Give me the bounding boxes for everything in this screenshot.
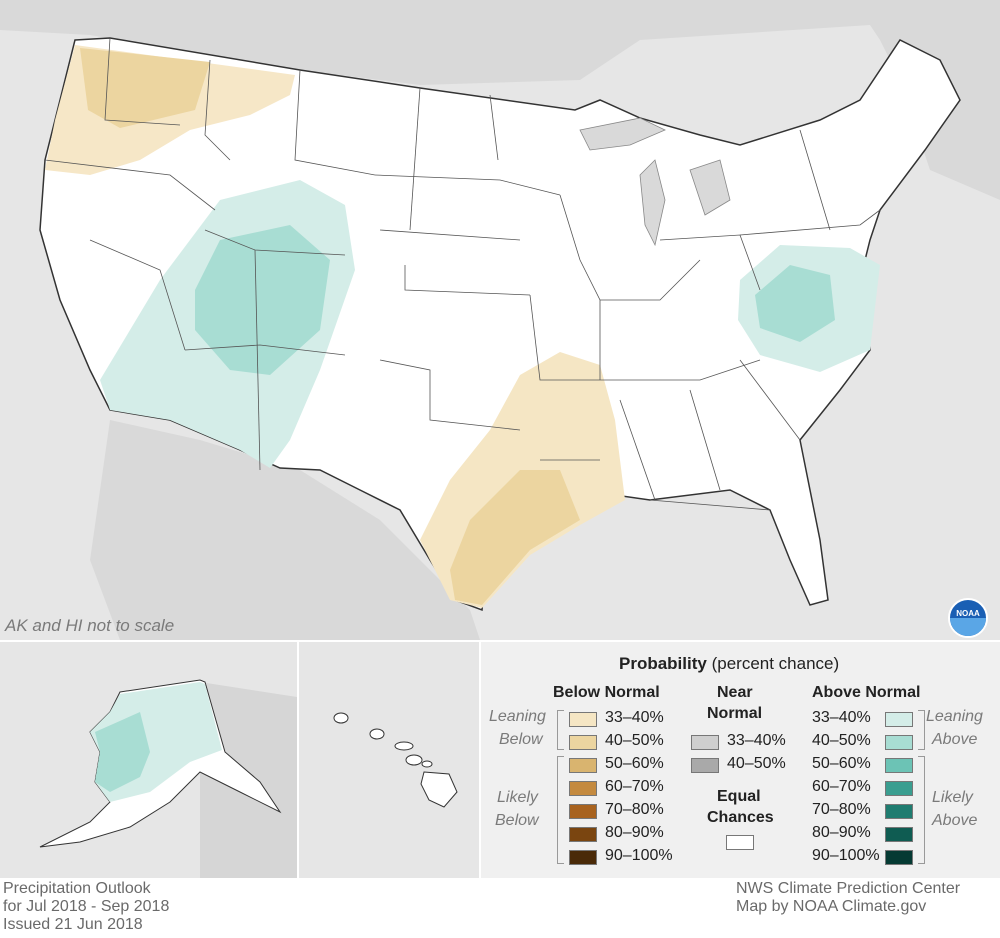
near-normal-label: 33–40% [727, 732, 786, 749]
hawaii-islands [333, 712, 458, 808]
hawaii-map-graphic [333, 712, 458, 808]
above-normal-label: 60–70% [812, 778, 871, 795]
bracket-leaning-below [557, 710, 564, 750]
near-normal-swatch [691, 758, 719, 773]
below-normal-swatch [569, 827, 597, 842]
us-outline [39, 37, 961, 612]
state-lines [44, 37, 881, 511]
equal-chances-swatch [726, 835, 754, 850]
leaning-below-label-1: Leaning [489, 708, 546, 725]
footer-period: for Jul 2018 - Sep 2018 [3, 898, 170, 915]
above-normal-swatch [885, 850, 913, 865]
bracket-likely-below [557, 756, 564, 864]
below-normal-label: 40–50% [605, 732, 664, 749]
footer-credit-1: NWS Climate Prediction Center [736, 880, 961, 897]
above-40-southwest [195, 225, 330, 375]
above-normal-swatch [885, 781, 913, 796]
above-normal-label: 50–60% [812, 755, 871, 772]
above-normal-label: 33–40% [812, 709, 871, 726]
below-normal-swatch [569, 758, 597, 773]
noaa-logo-text: NOAA [956, 609, 980, 618]
footer-credit-2: Map by NOAA Climate.gov [736, 898, 927, 915]
likely-below-label-2: Below [495, 812, 539, 829]
canada-land [0, 0, 1000, 200]
near-normal-header-2: Normal [707, 705, 763, 722]
lake-superior [579, 117, 666, 151]
below-normal-label: 33–40% [605, 709, 664, 726]
below-normal-label: 80–90% [605, 824, 664, 841]
above-normal-label: 90–100% [812, 847, 880, 864]
above-normal-label: 80–90% [812, 824, 871, 841]
bracket-likely-above [918, 756, 925, 864]
above-normal-swatch [885, 804, 913, 819]
below-normal-swatch [569, 781, 597, 796]
below-40-northwest [80, 48, 210, 128]
above-normal-swatch [885, 758, 913, 773]
lake-michigan [639, 159, 666, 247]
above-normal-label: 70–80% [812, 801, 871, 818]
below-normal-header: Below Normal [553, 684, 660, 701]
footer-issued: Issued 21 Jun 2018 [3, 916, 143, 933]
mexico-land [90, 420, 480, 640]
leaning-below-label-2: Below [499, 731, 543, 748]
noaa-logo: NOAA [948, 598, 988, 638]
conus-map-graphic [0, 0, 1000, 640]
above-normal-swatch [885, 827, 913, 842]
below-normal-swatch [569, 735, 597, 750]
equal-chances-label-1: Equal [717, 788, 761, 805]
below-normal-label: 90–100% [605, 847, 673, 864]
hawaii-inset [299, 642, 479, 878]
likely-above-label-2: Above [932, 812, 978, 829]
below-40-texas [450, 470, 580, 605]
leaning-above-label-2: Above [932, 731, 978, 748]
alaska-map-graphic [39, 679, 297, 878]
footer-left: Precipitation Outlook for Jul 2018 - Sep… [3, 880, 169, 934]
scale-note: AK and HI not to scale [5, 616, 175, 635]
below-normal-label: 50–60% [605, 755, 664, 772]
conus-map: AK and HI not to scale NOAA [0, 0, 1000, 640]
footer-title: Precipitation Outlook [3, 880, 151, 897]
below-normal-swatch [569, 804, 597, 819]
above-normal-swatch [885, 735, 913, 750]
bracket-leaning-above [918, 710, 925, 750]
alaska-inset [0, 642, 297, 878]
above-40-midatlantic [755, 265, 835, 342]
legend: Probability (percent chance) Below Norma… [481, 642, 1000, 878]
above-normal-label: 40–50% [812, 732, 871, 749]
above-normal-header: Above Normal [812, 684, 921, 701]
leaning-above-label-1: Leaning [926, 708, 983, 725]
below-normal-swatch [569, 850, 597, 865]
legend-title: Probability (percent chance) [619, 654, 839, 674]
equal-chances-label-2: Chances [707, 809, 774, 826]
likely-below-label-1: Likely [497, 789, 538, 806]
below-normal-swatch [569, 712, 597, 727]
near-normal-header-1: Near [717, 684, 753, 701]
lake-huron [689, 159, 731, 216]
below-normal-label: 70–80% [605, 801, 664, 818]
footer-right: NWS Climate Prediction Center Map by NOA… [736, 880, 960, 916]
alaska-above-40 [95, 712, 150, 792]
likely-above-label-1: Likely [932, 789, 973, 806]
legend-title-rest: (percent chance) [711, 654, 840, 673]
near-normal-label: 40–50% [727, 755, 786, 772]
below-normal-label: 60–70% [605, 778, 664, 795]
above-normal-swatch [885, 712, 913, 727]
near-normal-swatch [691, 735, 719, 750]
legend-title-bold: Probability [619, 654, 707, 673]
